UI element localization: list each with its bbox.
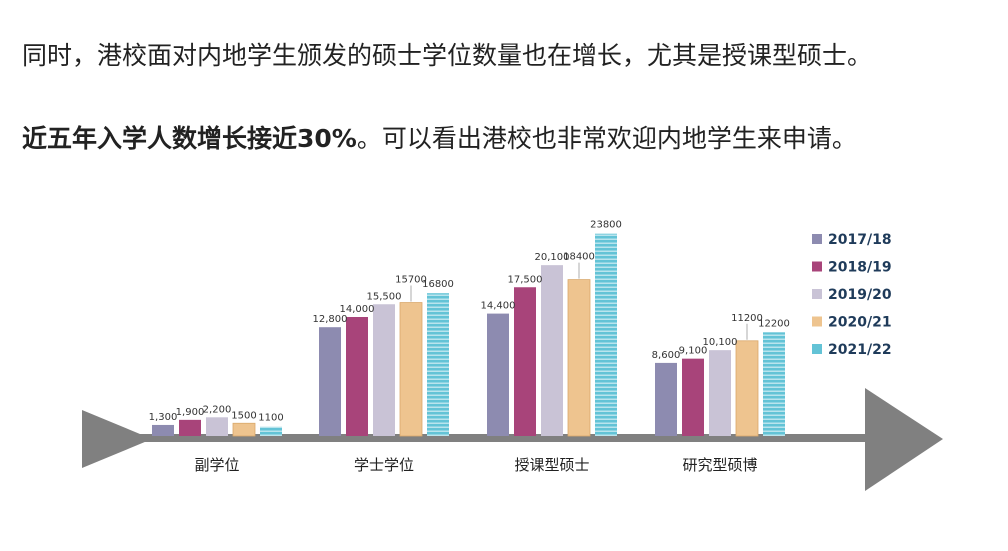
bar-2017-18-3 [655, 362, 677, 436]
bar-2017-18-2 [487, 313, 509, 436]
bar-2018-19-2 [514, 287, 536, 436]
bar-2021-22-1 [427, 293, 449, 436]
bar-2020-21-0 [232, 422, 256, 437]
paragraph-2: 近五年入学人数增长接近30%。可以看出港校也非常欢迎内地学生来申请。 [22, 123, 857, 155]
value-label: 2,200 [203, 404, 232, 415]
category-label: 副学位 [194, 456, 239, 474]
value-label: 1,900 [176, 407, 205, 418]
bar-2017-18-0 [152, 424, 174, 436]
value-label: 16800 [422, 279, 454, 290]
axis-arrow-head [865, 388, 943, 491]
value-label: 12,800 [313, 314, 348, 325]
value-label: 14,000 [340, 304, 375, 315]
legend-entry: 2018/19 [828, 260, 892, 276]
bar-2018-19-0 [179, 419, 201, 436]
category-label: 研究型硕博 [682, 456, 757, 474]
bar-2020-21-3 [735, 340, 759, 437]
legend-swatch [812, 234, 822, 244]
paragraph-1: 同时，港校面对内地学生颁发的硕士学位数量也在增长，尤其是授课型硕士。 [22, 41, 873, 70]
bar-2021-22-0 [260, 426, 282, 436]
bar-2018-19-3 [682, 358, 704, 436]
value-label: 20,100 [535, 252, 570, 263]
legend-entry: 2019/20 [828, 287, 892, 303]
bar-2020-21-1 [399, 302, 423, 437]
bar-2019-20-2 [541, 265, 563, 436]
value-label: 8,600 [652, 350, 681, 361]
axis-arrow-tail [82, 410, 152, 468]
value-label: 1,300 [149, 412, 178, 423]
paragraph-2-rest: 。可以看出港校也非常欢迎内地学生来申请。 [356, 124, 857, 153]
value-label: 18400 [563, 252, 595, 263]
value-label: 11200 [731, 313, 763, 324]
legend-swatch [812, 316, 822, 327]
bar-2019-20-1 [373, 304, 395, 436]
bar-2019-20-0 [206, 417, 228, 436]
value-label: 10,100 [703, 337, 738, 348]
bar-2021-22-3 [763, 332, 785, 436]
legend-swatch [812, 344, 822, 354]
bar-2019-20-3 [709, 350, 731, 436]
value-label: 23800 [590, 220, 622, 231]
axis-line [140, 434, 870, 442]
value-label: 17,500 [508, 274, 543, 285]
bar-2020-21-2 [567, 279, 591, 437]
value-label: 1100 [258, 413, 283, 424]
legend-entry: 2020/21 [828, 315, 892, 331]
value-label: 9,100 [679, 346, 708, 357]
value-label: 15700 [395, 275, 427, 286]
legend-swatch [812, 261, 822, 272]
legend-entry: 2017/18 [828, 232, 892, 248]
value-label: 15,500 [367, 291, 402, 302]
category-label: 学士学位 [354, 456, 414, 474]
bar-2018-19-1 [346, 317, 368, 436]
bar-2017-18-1 [319, 327, 341, 436]
value-label: 14,400 [481, 301, 516, 312]
legend-entry: 2021/22 [828, 342, 892, 358]
legend-swatch [812, 289, 822, 299]
value-label: 1500 [231, 410, 256, 421]
value-label: 12200 [758, 318, 790, 329]
category-label: 授课型硕士 [514, 456, 589, 474]
bar-2021-22-2 [595, 233, 617, 436]
paragraph-2-bold: 近五年入学人数增长接近30% [22, 124, 357, 153]
